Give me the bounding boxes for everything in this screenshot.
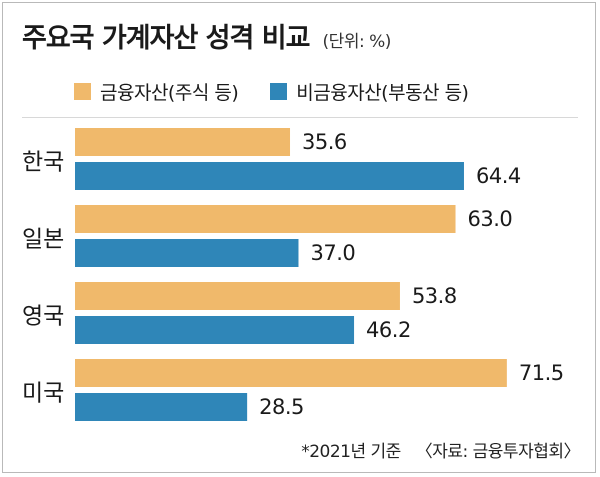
data-label-financial: 35.6 — [302, 130, 347, 154]
bar-financial — [75, 359, 507, 387]
bar-non-financial — [75, 393, 248, 421]
chart-title: 주요국 가계자산 성격 비교 — [22, 23, 310, 54]
bar-financial — [75, 205, 456, 233]
data-label-non-financial: 64.4 — [476, 164, 521, 188]
data-label-financial: 63.0 — [468, 207, 513, 231]
unit-label: (단위: %) — [322, 32, 392, 52]
legend-item-non-financial: 비금융자산(부동산 등) — [270, 78, 469, 105]
legend-swatch-non-financial — [270, 83, 288, 100]
data-label-financial: 53.8 — [412, 284, 457, 308]
data-label-non-financial: 28.5 — [259, 395, 304, 419]
bar-non-financial — [75, 239, 299, 267]
bar-non-financial — [75, 162, 464, 190]
data-label-financial: 71.5 — [519, 361, 564, 385]
title-row: 주요국 가계자산 성격 비교 (단위: %) — [22, 16, 391, 55]
divider — [22, 117, 578, 118]
legend-label-financial: 금융자산(주식 등) — [100, 82, 239, 104]
bar-non-financial — [75, 316, 355, 344]
bar-financial — [75, 282, 400, 310]
legend-label-non-financial: 비금융자산(부동산 등) — [296, 82, 469, 104]
legend-swatch-financial — [74, 83, 91, 100]
category-label: 영국 — [22, 304, 64, 330]
category-label: 한국 — [22, 150, 64, 176]
bar-financial — [75, 128, 291, 156]
data-label-non-financial: 46.2 — [366, 318, 411, 342]
legend-item-financial: 금융자산(주식 등) — [74, 78, 239, 105]
footer-source: 〈자료: 금융투자협회〉 — [415, 442, 581, 462]
legend: 금융자산(주식 등) 비금융자산(부동산 등) — [74, 78, 494, 105]
data-label-non-financial: 37.0 — [310, 241, 355, 265]
chart-frame — [2, 2, 596, 473]
footer: *2021년 기준 〈자료: 금융투자협회〉 — [301, 437, 580, 462]
footer-note: *2021년 기준 — [301, 442, 401, 462]
category-label: 일본 — [22, 227, 64, 253]
category-label: 미국 — [22, 381, 64, 407]
